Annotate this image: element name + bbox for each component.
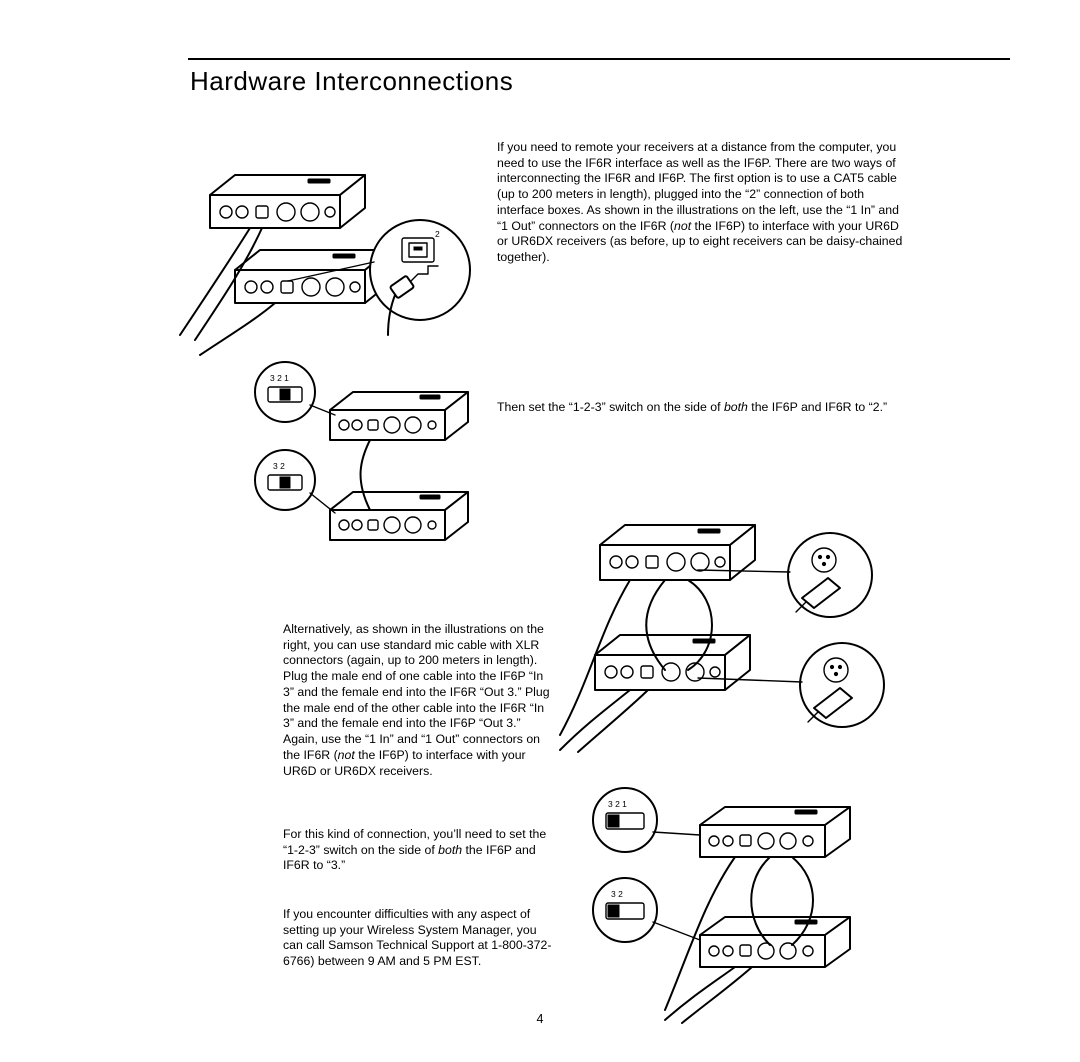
page-title: Hardware Interconnections: [190, 66, 513, 97]
paragraph-2: Then set the “1-2-3” switch on the side …: [497, 400, 897, 416]
header-rule: [188, 58, 1010, 60]
fig4-callout-bottom-labels: 3 2: [611, 889, 623, 899]
paragraph-2-italic: both: [724, 400, 748, 414]
fig1-box-top: [210, 175, 365, 228]
fig2-callout-top: 3 2 1: [255, 362, 335, 422]
paragraph-2b: the IF6P and IF6R to “2.”: [748, 400, 887, 414]
figure-cat5-boxes: 2: [190, 140, 490, 360]
paragraph-3a: Alternatively, as shown in the illustrat…: [283, 622, 550, 762]
fig1-box-bottom: [235, 250, 390, 303]
paragraph-4-italic: both: [438, 843, 462, 857]
paragraph-4: For this kind of connection, you’ll need…: [283, 827, 555, 874]
fig2-callout-bottom-labels: 3 2: [273, 461, 285, 471]
fig4-callout-bottom: 3 2: [593, 878, 700, 942]
paragraph-3: Alternatively, as shown in the illustrat…: [283, 622, 555, 779]
fig2-box-top: [330, 392, 468, 440]
fig4-callout-top: 3 2 1: [593, 788, 700, 852]
paragraph-1-italic: not: [674, 219, 691, 233]
fig1-callout-label: 2: [435, 229, 440, 239]
fig2-callout-bottom: 3 2: [255, 450, 335, 513]
fig4-callout-top-labels: 3 2 1: [608, 799, 627, 809]
fig2-callout-top-labels: 3 2 1: [270, 373, 289, 383]
fig3-box-top: [600, 525, 755, 580]
fig1-callout: 2: [370, 220, 470, 335]
paragraph-1: If you need to remote your receivers at …: [497, 140, 907, 266]
figure-switches-3: 3 2 1 3 2: [570, 780, 900, 1025]
fig4-box-top: [700, 807, 850, 857]
fig3-box-bottom: [595, 635, 750, 690]
figure-xlr-boxes: [570, 500, 900, 760]
page-number: 4: [0, 1012, 1080, 1026]
fig2-box-bottom: [330, 492, 468, 540]
paragraph-5: If you encounter difficulties with any a…: [283, 907, 555, 970]
paragraph-3-italic: not: [338, 748, 355, 762]
paragraph-2a: Then set the “1-2-3” switch on the side …: [497, 400, 724, 414]
figure-switches-2: 3 2 1 3 2: [240, 360, 480, 575]
fig4-box-bottom: [700, 917, 850, 967]
